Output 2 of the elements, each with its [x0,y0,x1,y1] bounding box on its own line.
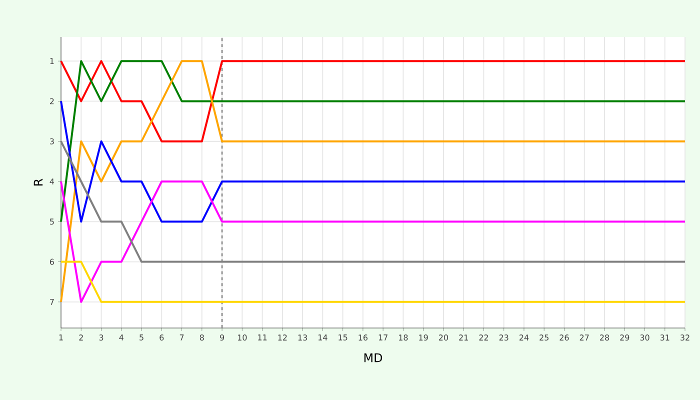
y-axis-title: R [34,178,43,186]
x-axis-title: MD [364,353,382,362]
